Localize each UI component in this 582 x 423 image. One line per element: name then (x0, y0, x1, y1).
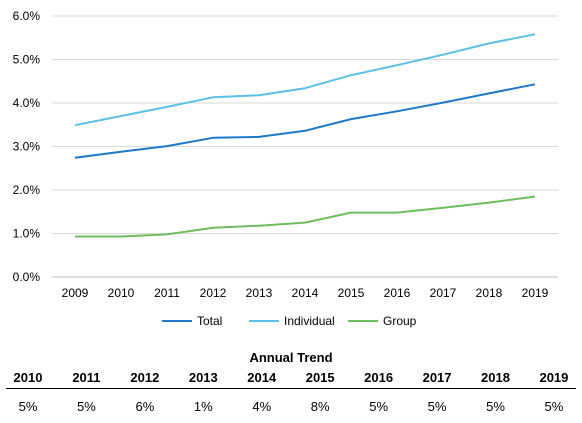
x-tick-label: 2011 (154, 286, 180, 300)
trend-value: 8% (310, 399, 330, 414)
annual-trend-divider (6, 388, 576, 389)
trend-year: 2019 (539, 370, 569, 385)
trend-value: 5% (544, 399, 564, 414)
trend-year: 2012 (130, 370, 160, 385)
legend-label-individual: Individual (284, 314, 335, 328)
trend-year: 2014 (247, 370, 277, 385)
x-tick-label: 2015 (338, 286, 365, 300)
x-tick-label: 2012 (200, 286, 227, 300)
annual-trend-title: Annual Trend (249, 350, 333, 365)
trend-value: 5% (427, 399, 447, 414)
series-line-individual (74, 33, 536, 127)
legend-label-total: Total (197, 314, 222, 328)
series-lines (74, 33, 536, 238)
legend-label-group: Group (383, 314, 417, 328)
trend-value: 5% (369, 399, 389, 414)
y-tick-label: 3.0% (13, 140, 41, 154)
trend-value: 1% (193, 399, 213, 414)
y-tick-label: 4.0% (13, 96, 41, 110)
y-tick-label: 0.0% (13, 270, 41, 284)
trend-year: 2013 (188, 370, 218, 385)
trend-value: 5% (77, 399, 96, 414)
series-line-total (74, 83, 536, 159)
y-tick-label: 1.0% (13, 227, 41, 241)
trend-value: 5% (486, 399, 505, 414)
y-axis-ticks: 0.0% 1.0% 2.0% 3.0% 4.0% 5.0% 6.0% (13, 9, 41, 284)
x-tick-label: 2013 (246, 286, 273, 300)
x-tick-label: 2019 (522, 286, 549, 300)
trend-value: 5% (18, 399, 38, 414)
trend-value: 4% (252, 399, 272, 414)
line-chart: 0.0% 1.0% 2.0% 3.0% 4.0% 5.0% 6.0% 2009 2010 201… (13, 9, 558, 328)
annual-trend-years: 2010 2011 2012 2013 2014 2015 2016 2017 2018 2019 (6, 370, 576, 385)
x-tick-label: 2016 (384, 286, 411, 300)
trend-year: 2017 (422, 370, 452, 385)
y-tick-label: 6.0% (13, 9, 41, 23)
x-tick-label: 2017 (430, 286, 457, 300)
x-axis-ticks: 2009 2010 2011 2012 2013 2014 2015 2016 2017 2018… (62, 286, 549, 300)
trend-year: 2011 (72, 370, 101, 385)
x-tick-label: 2010 (108, 286, 135, 300)
trend-year: 2016 (364, 370, 394, 385)
x-tick-label: 2018 (476, 286, 503, 300)
x-tick-label: 2009 (62, 286, 89, 300)
trend-year: 2015 (305, 370, 335, 385)
legend: Total Individual Group (162, 314, 417, 328)
trend-value: 6% (135, 399, 155, 414)
y-tick-label: 5.0% (13, 53, 41, 67)
trend-year: 2018 (481, 370, 510, 385)
series-line-group (75, 195, 536, 238)
gridlines (52, 15, 558, 278)
y-tick-label: 2.0% (13, 183, 41, 197)
annual-trend-values: 5% 5% 6% 1% 4% 8% 5% 5% 5% 5% (6, 399, 576, 414)
x-tick-label: 2014 (292, 286, 319, 300)
trend-year: 2010 (13, 370, 43, 385)
